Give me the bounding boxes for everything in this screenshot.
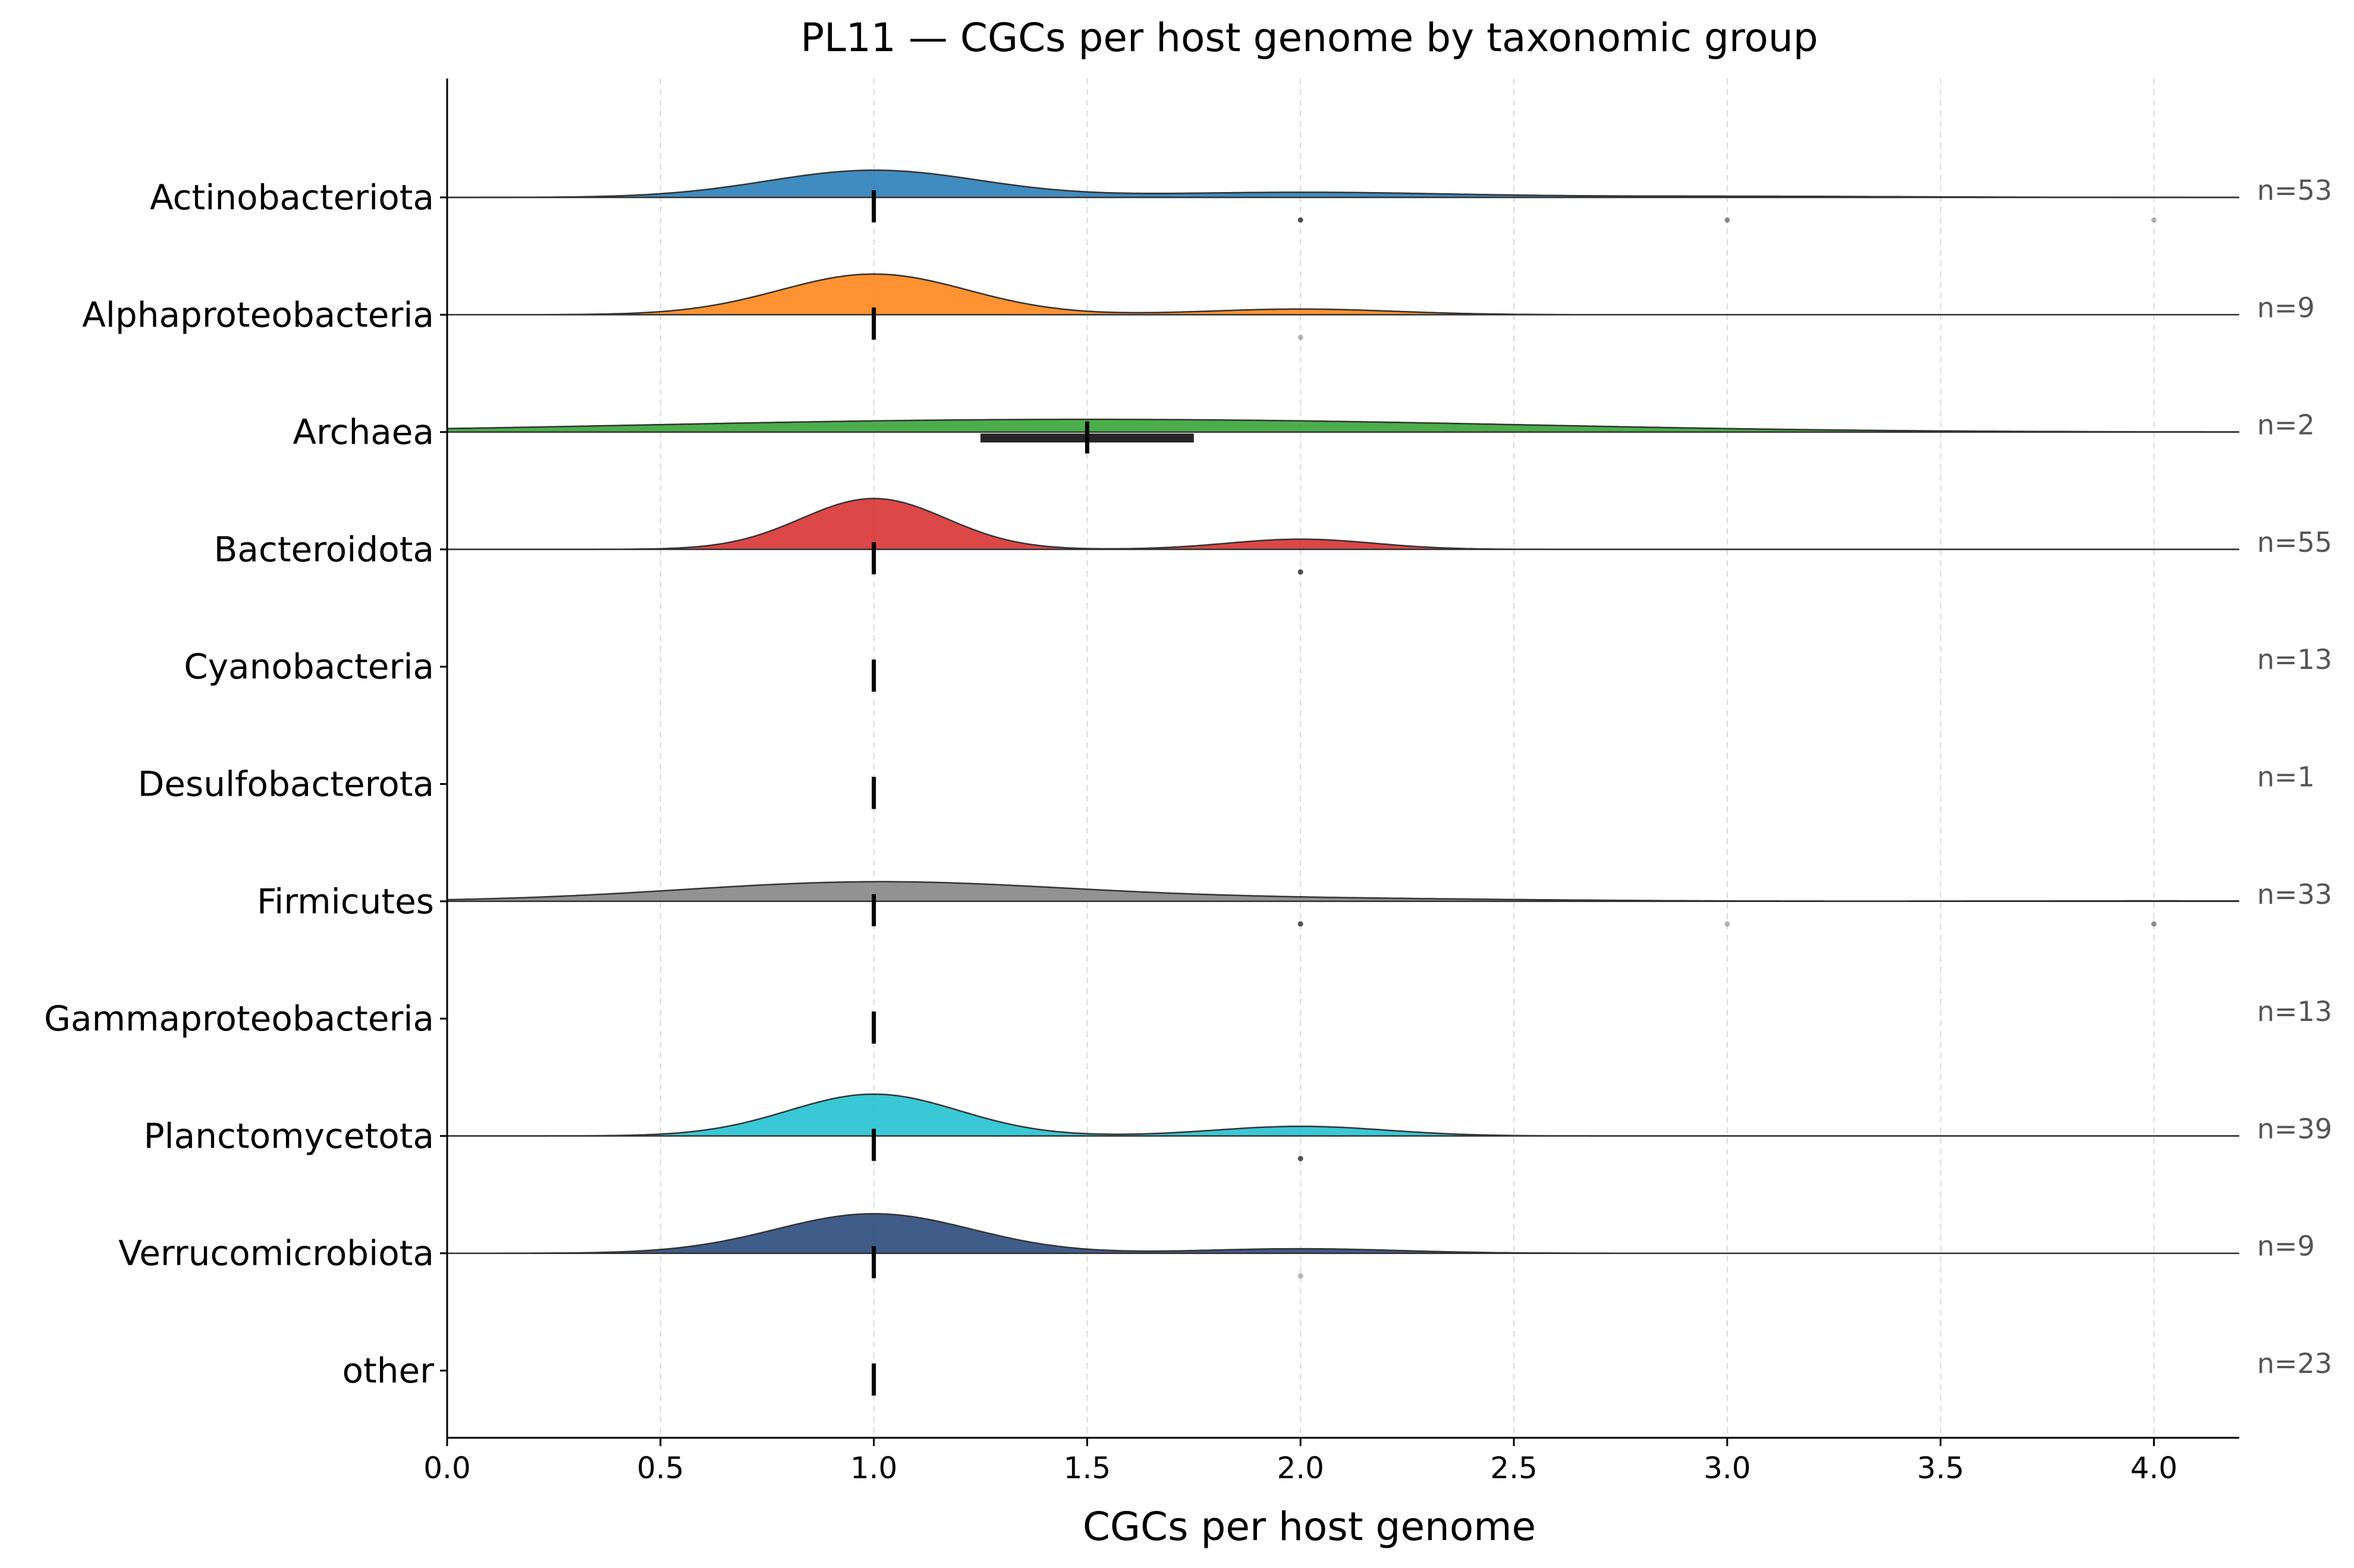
density-fill xyxy=(447,1214,2239,1253)
density-fill xyxy=(447,170,2239,197)
outlier-point xyxy=(2151,217,2157,223)
chart-title: PL11 — CGCs per host genome by taxonomic… xyxy=(800,15,1818,61)
n-count-label: n=13 xyxy=(2257,643,2332,675)
outlier-point xyxy=(1724,921,1730,927)
y-tick-label: Bacteroidota xyxy=(214,529,434,570)
x-tick-label: 0.0 xyxy=(423,1451,471,1485)
y-tick-label: Cyanobacteria xyxy=(184,646,434,687)
density-fill xyxy=(447,498,2239,549)
x-tick-label: 2.5 xyxy=(1490,1451,1538,1485)
y-tick-label: Alphaproteobacteria xyxy=(82,294,434,335)
outlier-point xyxy=(1297,1273,1303,1279)
y-tick-label: other xyxy=(342,1350,434,1391)
outlier-point xyxy=(1297,217,1303,223)
n-count-label: n=23 xyxy=(2257,1347,2332,1380)
n-count-label: n=13 xyxy=(2257,995,2332,1027)
ridge-firmicutes xyxy=(447,881,2239,927)
y-tick-label: Actinobacteriota xyxy=(150,177,434,218)
y-tick-label: Verrucomicrobiota xyxy=(118,1233,434,1274)
ridge-alphaproteobacteria xyxy=(447,273,2239,340)
n-labels: n=53 n=9 n=2 n=55 n=13 n=1 n=33 n=13 n=39 n=9 n=23 xyxy=(2257,174,2332,1380)
ridge-layer xyxy=(447,169,2239,1396)
outlier-point xyxy=(1724,217,1730,223)
y-ticks: Actinobacteriota Alphaproteobacteria Archa… xyxy=(44,177,447,1391)
x-tick-label: 0.5 xyxy=(637,1451,684,1485)
x-tick-label: 1.0 xyxy=(850,1451,898,1485)
n-count-label: n=55 xyxy=(2257,526,2332,558)
axes xyxy=(446,78,2239,1439)
density-outline xyxy=(447,419,2239,433)
density-fill xyxy=(447,274,2239,315)
density-fill xyxy=(447,881,2239,901)
outlier-point xyxy=(1297,1155,1303,1161)
n-count-label: n=1 xyxy=(2257,761,2315,793)
n-count-label: n=9 xyxy=(2257,291,2315,323)
x-tick-label: 2.0 xyxy=(1277,1451,1324,1485)
n-count-label: n=9 xyxy=(2257,1230,2315,1262)
n-count-label: n=39 xyxy=(2257,1113,2332,1145)
y-tick-label: Firmicutes xyxy=(257,881,434,922)
density-fill xyxy=(447,419,2239,432)
x-ticks: 0.0 0.5 1.0 1.5 2.0 2.5 3.0 3.5 4.0 xyxy=(423,1438,2177,1485)
density-fill xyxy=(447,1094,2239,1136)
ridge-planctomycetota xyxy=(447,1093,2239,1161)
outlier-point xyxy=(1297,334,1303,340)
x-axis-label: CGCs per host genome xyxy=(1083,1504,1536,1550)
x-tick-label: 4.0 xyxy=(2130,1451,2178,1485)
ridge-actinobacteriota xyxy=(447,169,2239,223)
ridge-archaea xyxy=(447,419,2239,454)
ridge-bacteroidota xyxy=(447,498,2239,575)
outlier-point xyxy=(1297,569,1303,575)
ridge-verrucomicrobiota xyxy=(447,1212,2239,1279)
outlier-point xyxy=(1297,921,1303,927)
y-tick-label: Desulfobacterota xyxy=(138,764,434,805)
n-count-label: n=53 xyxy=(2257,174,2332,206)
y-tick-label: Gammaproteobacteria xyxy=(44,998,434,1039)
y-tick-label: Planctomycetota xyxy=(144,1115,434,1156)
outlier-point xyxy=(2151,921,2157,927)
x-tick-label: 1.5 xyxy=(1064,1451,1111,1485)
y-tick-label: Archaea xyxy=(293,412,434,453)
n-count-label: n=33 xyxy=(2257,878,2332,910)
x-tick-label: 3.5 xyxy=(1917,1451,1965,1485)
n-count-label: n=2 xyxy=(2257,409,2315,441)
x-tick-label: 3.0 xyxy=(1704,1451,1751,1485)
